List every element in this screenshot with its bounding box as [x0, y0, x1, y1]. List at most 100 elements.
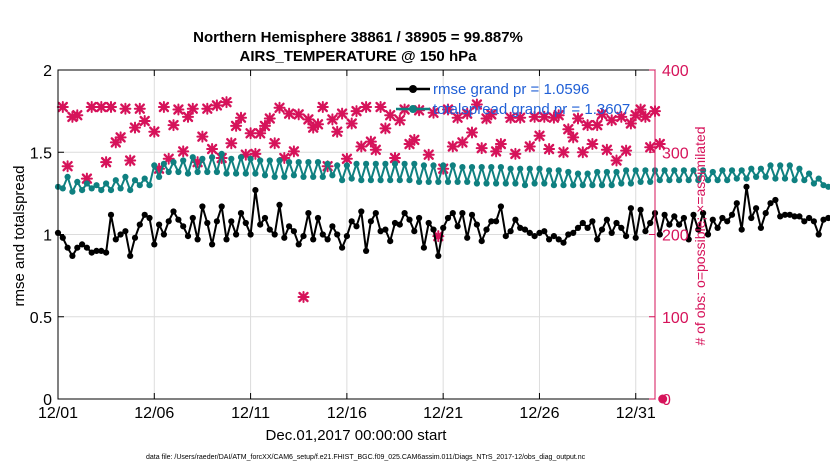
rmse-point — [425, 219, 432, 227]
obs-assimilated-marker — [119, 102, 132, 115]
obs-assimilated-marker — [552, 109, 565, 122]
totalspread-point — [247, 155, 254, 162]
obs-assimilated-marker — [201, 102, 214, 115]
totalspread-point — [757, 165, 765, 172]
totalspread-point — [449, 162, 456, 169]
totalspread-point — [160, 160, 167, 167]
rmse-point — [738, 226, 745, 233]
x-tick-label: 12/11 — [231, 405, 270, 422]
obs-assimilated-marker — [157, 101, 170, 113]
rmse-point — [151, 241, 158, 248]
rmse-point — [387, 238, 394, 245]
rmse-point — [618, 224, 625, 231]
totalspread-point — [714, 177, 721, 184]
obs-assimilated-marker — [427, 106, 440, 119]
totalspread-point — [146, 182, 153, 189]
obs-assimilated-marker — [283, 107, 296, 120]
rmse-point — [786, 211, 793, 218]
obs-assimilated-marker — [336, 107, 349, 120]
obs-assimilated-marker — [408, 133, 421, 146]
rmse-point — [468, 211, 476, 218]
totalspread-point — [295, 159, 302, 166]
rmse-point — [671, 213, 678, 220]
rmse-point — [464, 234, 471, 241]
totalspread-point — [165, 168, 172, 176]
rmse-point — [363, 247, 370, 254]
totalspread-point — [151, 162, 158, 169]
obs-assimilated-marker — [644, 141, 657, 154]
obs-assimilated-marker — [273, 101, 286, 114]
rmse-point — [517, 224, 524, 231]
totalspread-point — [93, 182, 100, 189]
rmse-point — [762, 210, 769, 217]
rmse-point — [64, 244, 71, 251]
obs-assimilated-marker — [95, 101, 108, 113]
obs-assimilated-marker — [576, 146, 589, 159]
rmse-point — [478, 238, 485, 245]
totalspread-point — [387, 177, 394, 184]
obs-assimilated-marker — [475, 142, 488, 155]
rmse-point — [497, 203, 504, 210]
obs-assimilated-marker — [639, 110, 652, 123]
rmse-point — [777, 213, 784, 220]
rmse-point — [565, 231, 572, 238]
obs-assimilated-marker — [393, 114, 406, 127]
rmse-point — [107, 211, 115, 218]
totalspread-point — [377, 177, 384, 184]
rmse-series — [54, 183, 830, 259]
totalspread-point — [598, 182, 606, 189]
rmse-point — [536, 229, 543, 236]
rmse-point — [88, 249, 95, 256]
rmse-point — [685, 236, 692, 243]
rmse-point — [815, 231, 822, 238]
rmse-point — [175, 216, 182, 223]
rmse-point — [416, 214, 423, 222]
rmse-point — [194, 236, 201, 243]
obs-assimilated-marker — [490, 145, 503, 158]
totalspread-point — [478, 164, 485, 171]
totalspread-point — [613, 168, 620, 176]
totalspread-point — [753, 173, 760, 180]
rmse-point — [276, 201, 283, 208]
rmse-point — [603, 216, 611, 223]
totalspread-point — [64, 173, 71, 180]
totalspread-point — [685, 177, 692, 184]
totalspread-point — [676, 177, 683, 184]
rmse-point — [810, 218, 818, 225]
rmse-point — [305, 210, 312, 217]
y-tick-label: 1.5 — [30, 145, 52, 162]
totalspread-point — [257, 157, 264, 164]
rmse-point — [401, 210, 408, 217]
rmse-point — [791, 213, 798, 220]
rmse-point — [209, 241, 216, 248]
rmse-point — [796, 213, 803, 220]
rmse-point — [184, 233, 192, 240]
rmse-point — [594, 236, 601, 243]
obs-assimilated-marker — [567, 131, 580, 144]
rmse-point — [218, 203, 225, 210]
rmse-point — [136, 221, 143, 228]
rmse-point — [546, 236, 553, 243]
rmse-point — [724, 218, 731, 225]
x-tick-label: 12/16 — [327, 405, 367, 422]
rmse-point — [637, 206, 644, 213]
rmse-point — [271, 231, 278, 238]
obs-assimilated-marker — [605, 114, 618, 127]
totalspread-point — [555, 167, 562, 174]
rmse-point — [59, 234, 66, 241]
totalspread-point — [541, 180, 548, 187]
legend: rmse grand pr = 1.0596 totalspread grand… — [396, 81, 630, 118]
totalspread-point — [656, 177, 663, 184]
obs-assimilated-marker — [442, 103, 454, 116]
rmse-point — [83, 244, 90, 251]
rmse-point — [579, 219, 586, 227]
totalspread-point — [266, 157, 273, 164]
totalspread-point — [719, 167, 726, 174]
obs-assimilated-marker — [514, 111, 527, 124]
rmse-point — [704, 231, 712, 238]
legend-rmse-marker — [409, 85, 417, 93]
totalspread-point — [348, 175, 355, 182]
rmse-point — [180, 223, 187, 230]
rmse-point — [300, 233, 307, 240]
obs-assimilated-marker — [451, 111, 464, 124]
